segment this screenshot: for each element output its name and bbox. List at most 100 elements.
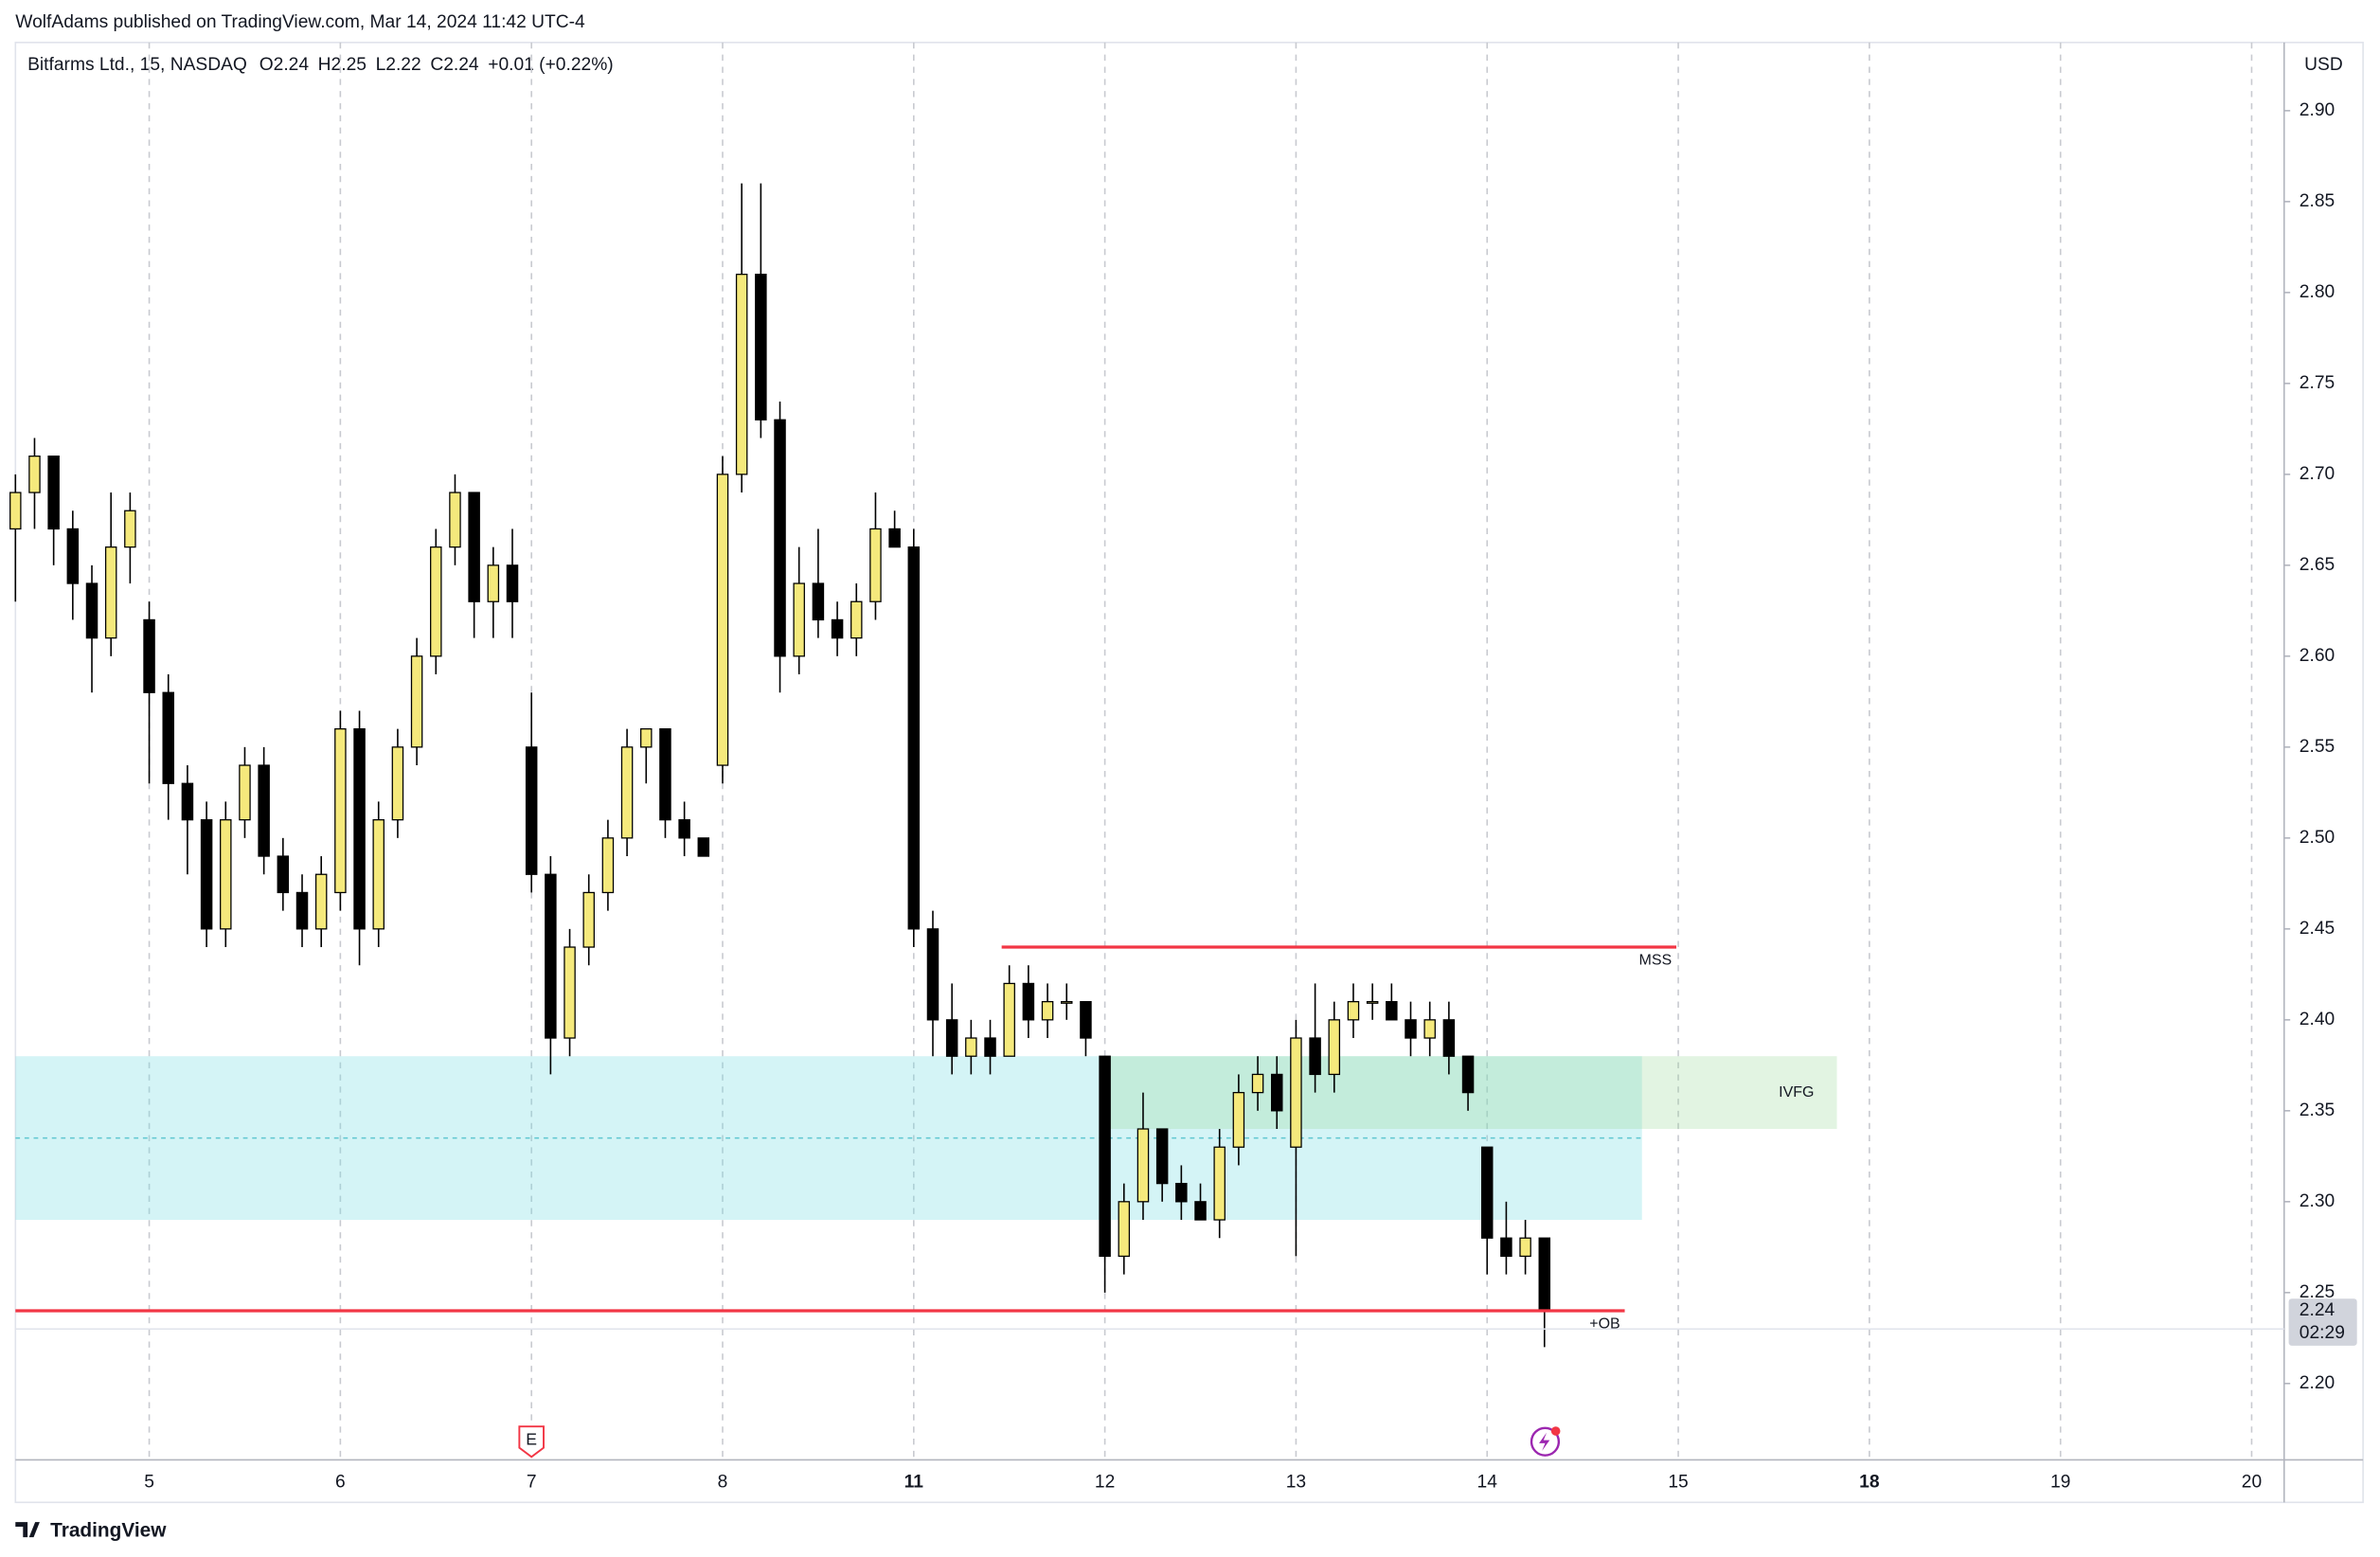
candle-body	[812, 582, 825, 621]
candle-body	[564, 946, 576, 1039]
candle-body	[659, 727, 671, 821]
candle-body	[545, 873, 557, 1039]
candle-body	[66, 528, 80, 584]
candle-body	[716, 474, 729, 766]
footer-logo: TradingView	[15, 1519, 167, 1541]
x-tick-label: 6	[335, 1473, 346, 1493]
candle-body	[295, 891, 309, 930]
candle-body	[640, 727, 653, 748]
y-tick-label: 2.20	[2299, 1373, 2335, 1393]
footer: TradingView	[50, 1519, 167, 1541]
x-tick-label: 13	[1286, 1473, 1306, 1493]
candle-body	[1538, 1237, 1551, 1312]
candle-body	[1080, 1000, 1092, 1039]
candle-body	[1405, 1019, 1417, 1039]
y-tick-label: 2.40	[2299, 1010, 2335, 1029]
candle-body	[601, 837, 615, 894]
candle-body	[907, 546, 921, 930]
candle-body	[449, 492, 461, 548]
candle-body	[1232, 1091, 1245, 1148]
y-tick-label: 2.80	[2299, 282, 2335, 302]
candle-body	[582, 891, 595, 948]
candle-body	[1251, 1073, 1264, 1094]
header: WolfAdams published on TradingView.com, …	[15, 12, 585, 32]
x-tick-label: 8	[718, 1473, 728, 1493]
legend-item: H2.25	[318, 55, 367, 75]
candle-body	[965, 1037, 977, 1057]
y-tick-label: 2.50	[2299, 828, 2335, 848]
candle-body	[181, 782, 194, 821]
candle-body	[888, 528, 901, 548]
candle-body	[1022, 982, 1035, 1021]
candle-body	[1328, 1019, 1341, 1076]
candle-body	[1290, 1037, 1302, 1148]
candle-body	[1155, 1128, 1169, 1185]
last-price-box	[2288, 1298, 2357, 1346]
candle-body	[1270, 1073, 1283, 1112]
event-label: E	[526, 1429, 537, 1448]
y-tick-label: 2.75	[2299, 373, 2335, 393]
level-label: +OB	[1589, 1315, 1620, 1333]
legend-item: Bitfarms Ltd., 15, NASDAQ	[27, 55, 247, 75]
x-tick-label: 20	[2242, 1473, 2262, 1493]
candle-body	[277, 855, 290, 894]
candle-body	[850, 600, 863, 639]
x-tick-label: 7	[527, 1473, 537, 1493]
y-tick-label: 2.35	[2299, 1101, 2335, 1120]
legend-item: C2.24	[430, 55, 479, 75]
candle-body	[1194, 1201, 1207, 1221]
y-tick-label: 2.60	[2299, 646, 2335, 666]
candle-body	[1041, 1000, 1054, 1021]
candle-body	[1136, 1128, 1150, 1203]
y-tick-label: 2.25	[2299, 1282, 2335, 1302]
y-tick-label: 2.85	[2299, 191, 2335, 211]
candle-body	[1461, 1055, 1475, 1094]
candle-body	[391, 746, 404, 821]
x-tick-label: 11	[904, 1473, 924, 1493]
candle-body	[620, 746, 634, 839]
candle-body	[755, 274, 767, 421]
zone-label: IVFG	[1779, 1083, 1814, 1101]
candle-body	[1347, 1000, 1360, 1021]
candle-body	[1423, 1019, 1436, 1039]
y-tick-label: 2.70	[2299, 464, 2335, 484]
candle-body	[1099, 1055, 1111, 1258]
candle-body	[774, 419, 786, 657]
candle-body	[984, 1037, 996, 1057]
candle-body	[468, 492, 480, 602]
candle-body	[1213, 1146, 1226, 1221]
candle-body	[793, 582, 805, 657]
countdown: 02:29	[2299, 1323, 2345, 1343]
x-tick-label: 5	[144, 1473, 154, 1493]
candle-body	[314, 873, 328, 930]
candle-body	[831, 618, 844, 639]
candle-body	[697, 837, 710, 857]
legend-item: +0.01 (+0.22%)	[488, 55, 614, 75]
candle-body	[1480, 1146, 1494, 1239]
alert-icon	[1530, 1426, 1561, 1457]
candle-body	[506, 564, 519, 602]
candle-body	[1309, 1037, 1321, 1076]
candle-body	[1175, 1182, 1188, 1203]
candle-body	[410, 655, 423, 748]
candle-body	[430, 546, 442, 657]
y-tick-label: 2.65	[2299, 555, 2335, 575]
candle-body	[1003, 982, 1015, 1057]
candle-body	[47, 456, 60, 530]
level-label: MSS	[1639, 952, 1673, 969]
candle-body	[28, 456, 41, 493]
candle-body	[143, 618, 155, 693]
y-tick-label: 2.90	[2299, 100, 2335, 120]
candle-body	[200, 818, 213, 930]
x-tick-label: 19	[2050, 1473, 2070, 1493]
candle-body	[124, 510, 136, 548]
candle-body	[735, 274, 748, 475]
candle-body	[926, 928, 939, 1021]
candle-body	[487, 564, 500, 602]
candle-body	[1061, 1000, 1073, 1004]
candle-body	[104, 546, 117, 639]
candle-body	[220, 818, 232, 930]
currency: USD	[2304, 55, 2343, 75]
frame	[14, 42, 2364, 1504]
